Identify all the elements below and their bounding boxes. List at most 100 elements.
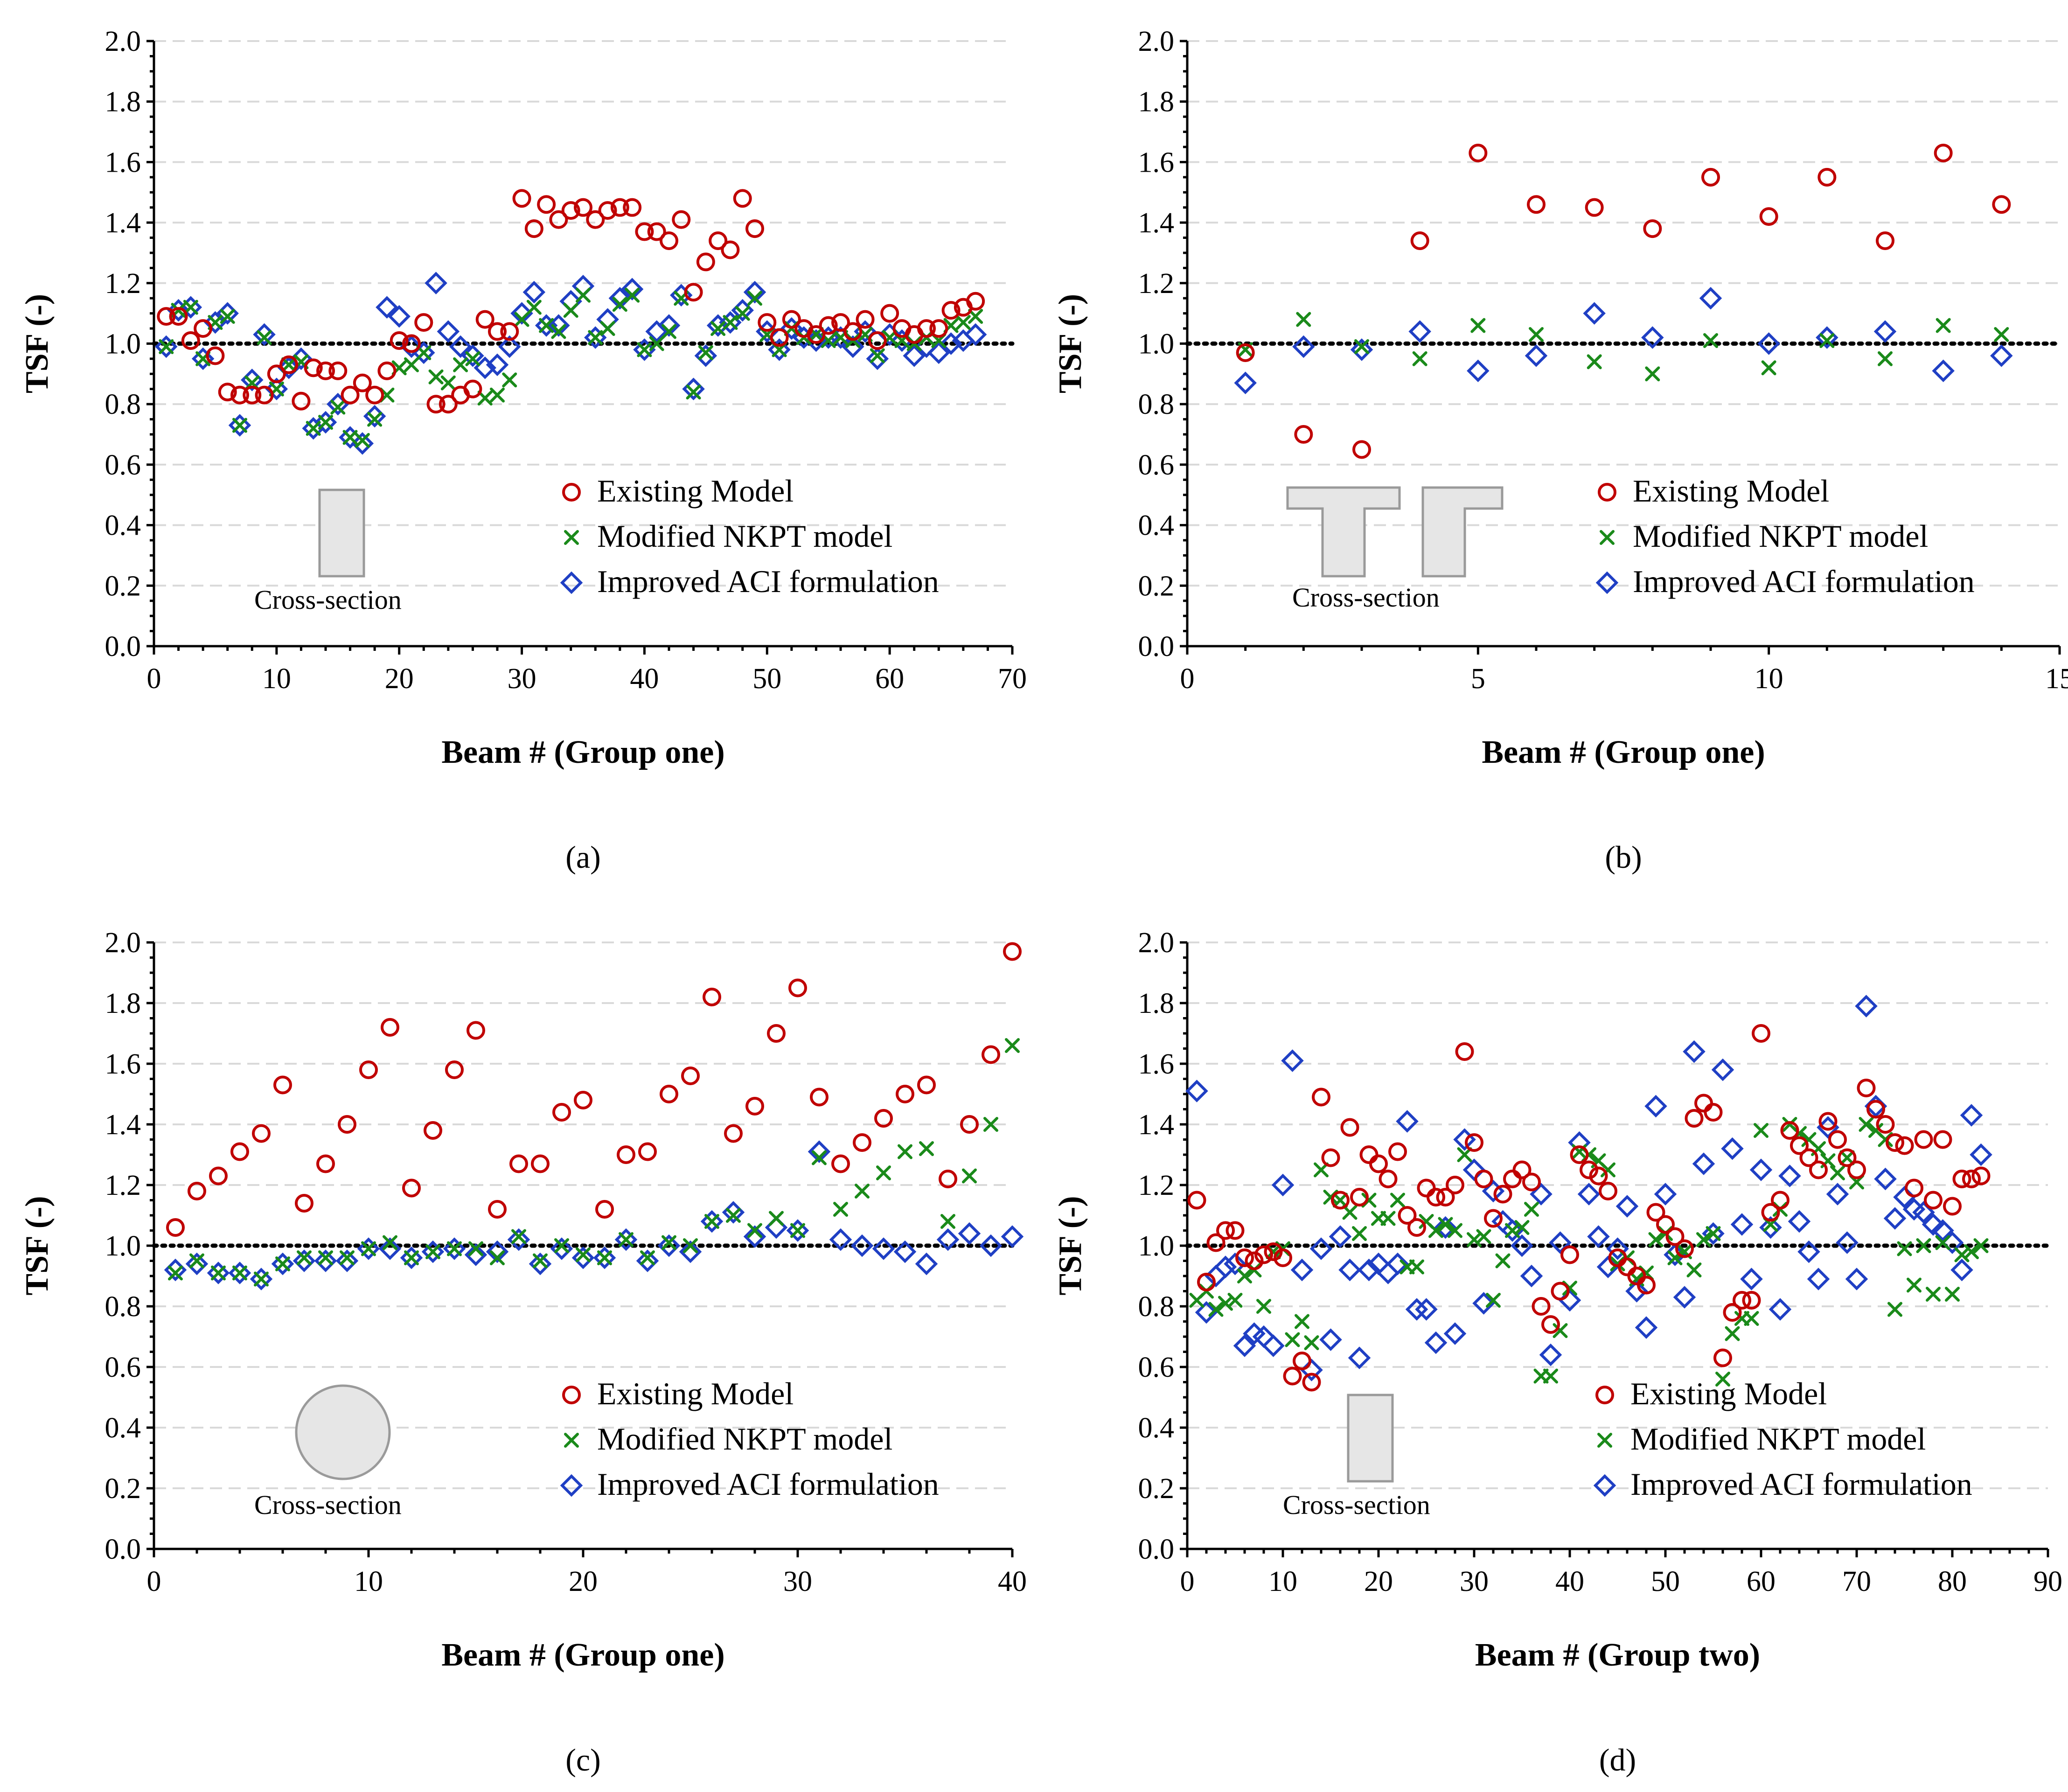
existing-marker (917, 319, 936, 338)
nkpt-marker (1256, 1299, 1271, 1314)
y-tick-label: 0.2 (1138, 1473, 1175, 1505)
legend-label-existing: Existing Model (597, 473, 794, 509)
nkpt-marker (1703, 333, 1718, 349)
nkpt-marker (297, 1250, 312, 1265)
aci-marker (1408, 320, 1431, 343)
existing-marker (1818, 1112, 1838, 1131)
existing-marker (598, 201, 617, 220)
nkpt-marker (1208, 1302, 1224, 1317)
aci-marker (1271, 1173, 1295, 1197)
nkpt-marker (1839, 1150, 1855, 1165)
existing-marker (402, 334, 421, 353)
nkpt-marker (576, 1247, 591, 1262)
existing-marker (1465, 1133, 1483, 1152)
aci-marker (228, 1262, 251, 1284)
x-tick-label: 0 (1180, 663, 1195, 695)
nkpt-marker (612, 297, 627, 312)
aci-marker (1912, 1201, 1935, 1224)
nkpt-marker (232, 1265, 247, 1281)
nkpt-marker (870, 348, 885, 363)
existing-marker (1003, 942, 1022, 961)
panel-label: (d) (1599, 1742, 1636, 1778)
existing-marker (1225, 1221, 1245, 1240)
existing-marker (1952, 1170, 1971, 1188)
legend-label-existing: Existing Model (1633, 473, 1829, 509)
aci-marker (1329, 1225, 1352, 1248)
nkpt-marker (1529, 327, 1544, 342)
aci-marker (1467, 359, 1490, 383)
existing-marker (1455, 1042, 1474, 1061)
nkpt-marker (1973, 1238, 1989, 1253)
nkpt-marker (1945, 1287, 1960, 1302)
y-tick-label: 0.4 (105, 510, 141, 542)
nkpt-marker (514, 312, 529, 327)
panel-label: (c) (565, 1742, 600, 1778)
y-axis-label: TSF (-) (19, 294, 55, 393)
aci-marker (550, 1237, 573, 1260)
aci-marker (1443, 1322, 1467, 1345)
aci-marker (486, 353, 509, 377)
existing-marker (1771, 1191, 1789, 1210)
nkpt-marker (597, 1250, 612, 1265)
nkpt-marker (876, 1165, 891, 1180)
legend-marker-aci (560, 571, 583, 594)
aci-marker (400, 1246, 423, 1269)
aci-marker (1525, 344, 1548, 367)
nkpt-marker (1907, 1277, 1922, 1293)
cross-section-label: Cross-section (1283, 1490, 1430, 1520)
aci-marker (363, 404, 386, 428)
aci-marker (277, 356, 300, 379)
legend-label-nkpt: Modified NKPT model (597, 518, 892, 554)
nkpt-marker (554, 1238, 569, 1253)
aci-marker (185, 1252, 209, 1276)
aci-marker (1778, 1164, 1801, 1187)
aci-marker (207, 1262, 230, 1284)
nkpt-marker (637, 342, 652, 357)
nkpt-marker (189, 1253, 204, 1269)
aci-marker (1350, 338, 1373, 361)
aci-marker (1950, 1258, 1973, 1282)
nkpt-marker (447, 1241, 462, 1256)
existing-marker (169, 307, 188, 326)
aci-marker (808, 1140, 831, 1163)
y-tick-label: 1.6 (105, 1048, 141, 1080)
aci-marker (1530, 1183, 1553, 1206)
existing-marker (267, 364, 286, 384)
existing-marker (831, 313, 850, 332)
existing-marker (1675, 1239, 1694, 1258)
existing-marker (316, 1154, 335, 1173)
existing-marker (359, 1060, 378, 1079)
nkpt-marker (183, 300, 198, 315)
x-tick-label: 0 (147, 663, 161, 695)
aci-marker (1214, 1255, 1237, 1278)
aci-marker (1453, 1128, 1476, 1151)
nkpt-marker (1897, 1241, 1912, 1256)
nkpt-marker (539, 318, 554, 333)
y-tick-label: 1.2 (105, 1170, 141, 1201)
aci-marker (1185, 1080, 1208, 1102)
y-tick-label: 0.0 (1138, 1534, 1175, 1565)
nkpt-marker (640, 1250, 655, 1265)
existing-marker (463, 379, 482, 398)
existing-marker (1407, 1218, 1426, 1237)
nkpt-marker (468, 1241, 483, 1256)
aci-marker (608, 286, 632, 310)
legend-marker-existing (1595, 1386, 1614, 1404)
nkpt-marker (898, 1144, 912, 1159)
existing-marker (1656, 1215, 1675, 1234)
existing-marker (929, 319, 948, 338)
existing-marker (426, 395, 446, 414)
existing-marker (1522, 1172, 1541, 1192)
nkpt-marker (1448, 1223, 1462, 1238)
x-tick-label: 10 (354, 1566, 383, 1597)
existing-marker (782, 310, 801, 329)
existing-marker (549, 210, 568, 229)
nkpt-marker (1715, 1372, 1730, 1387)
existing-marker (509, 1154, 528, 1173)
legend-label-existing: Existing Model (597, 1376, 794, 1411)
existing-marker (896, 1085, 914, 1103)
aci-marker (155, 335, 178, 358)
nkpt-marker (723, 315, 738, 330)
nkpt-marker (1428, 1223, 1443, 1238)
